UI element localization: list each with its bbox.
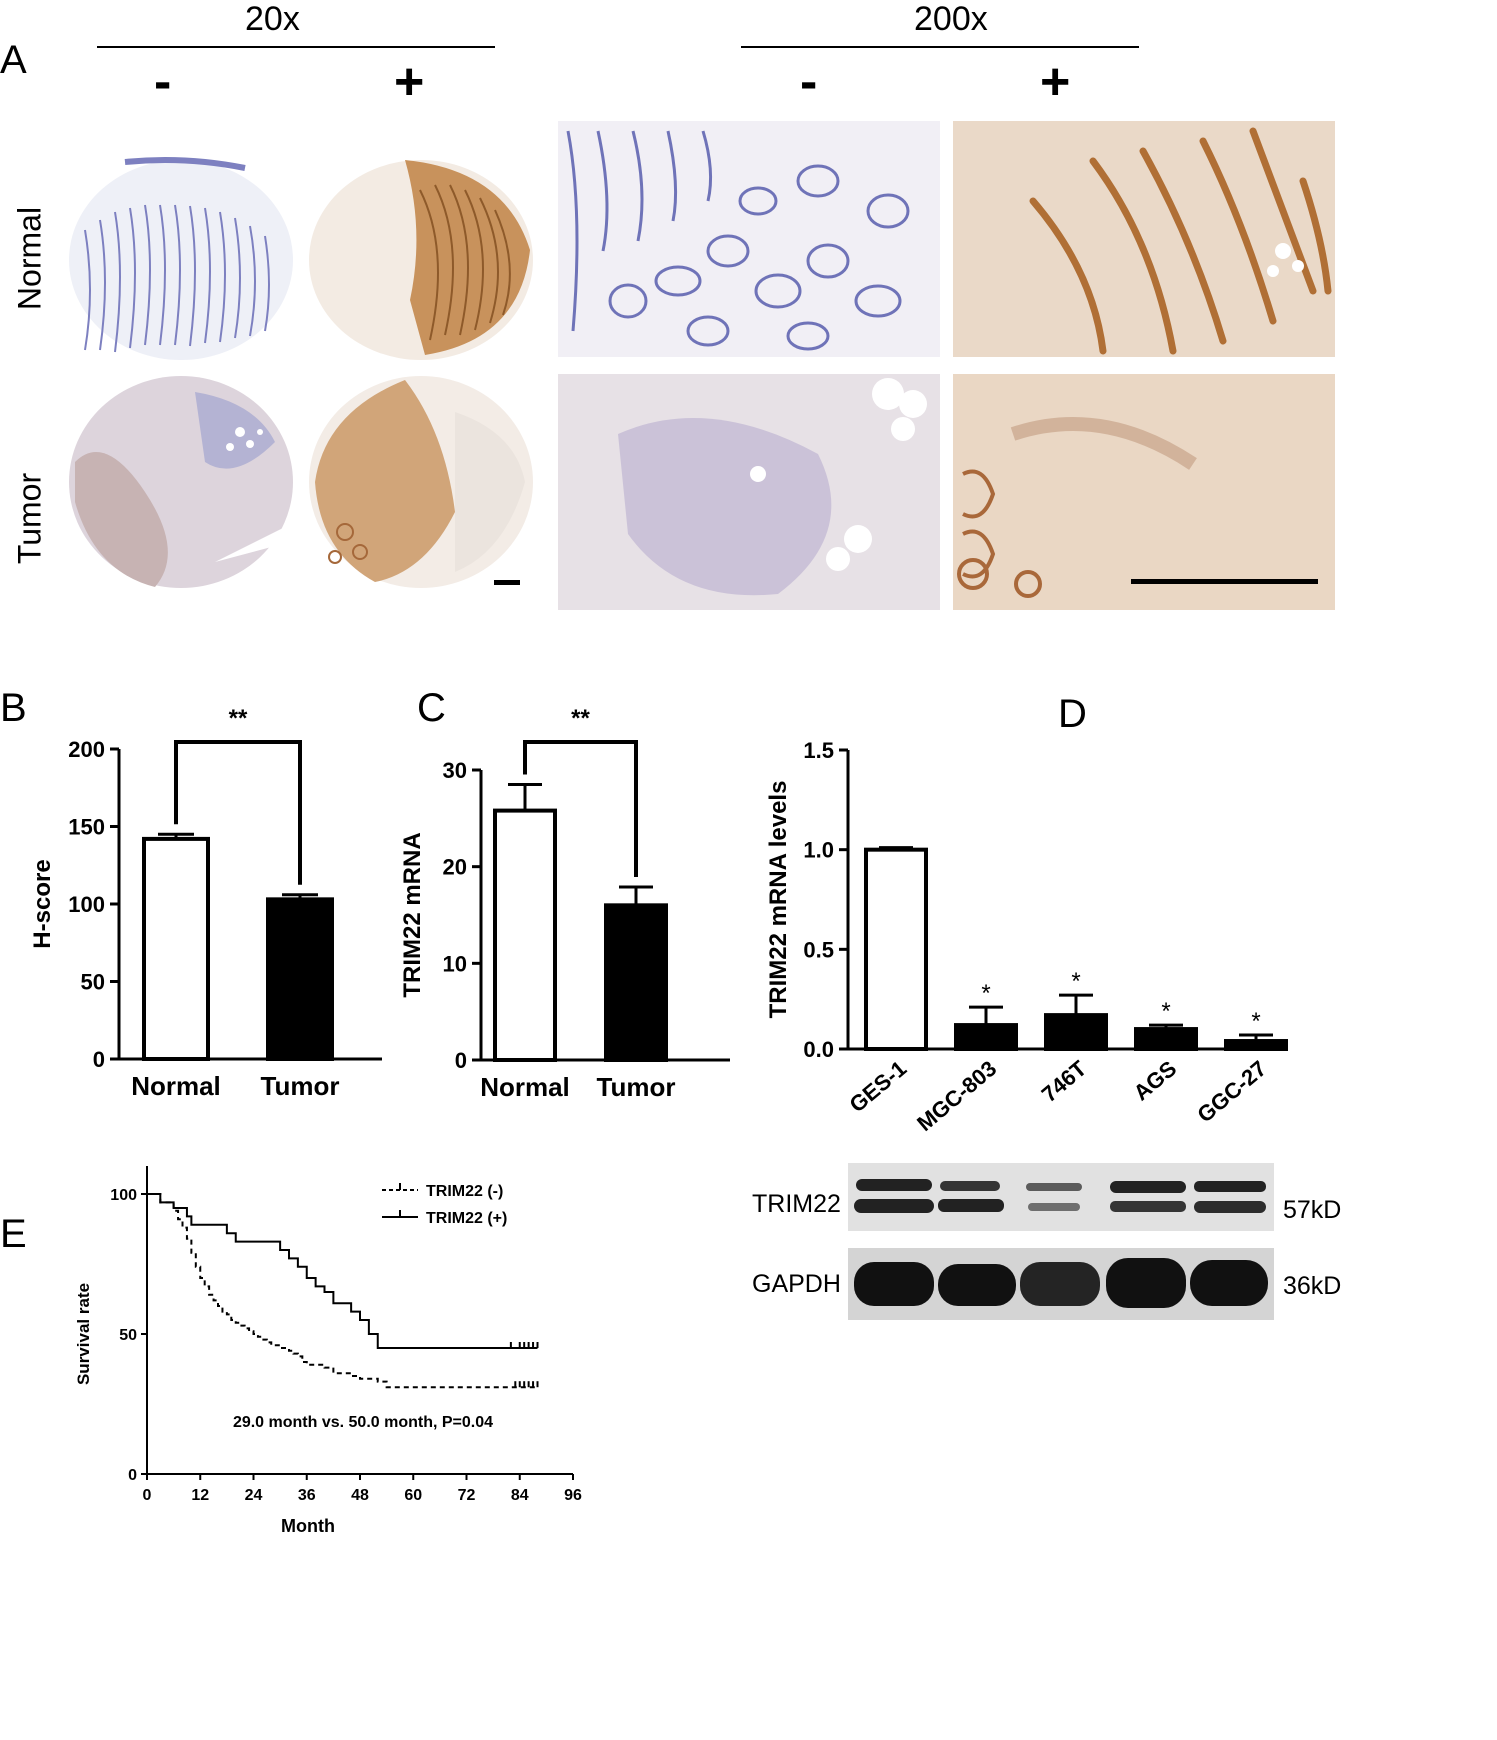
y-tick-label: 50 — [119, 1327, 137, 1344]
y-tick-label: 100 — [110, 1187, 137, 1204]
western-blot-size-57kd: 57kD — [1283, 1196, 1342, 1224]
h-score-bar-chart: 0 50 100 150 200 H-score Normal Tumor ** — [29, 705, 382, 1101]
x-tick-label: 746T — [1037, 1055, 1092, 1107]
y-tick-label: 0 — [93, 1047, 105, 1072]
bar-normal — [493, 808, 557, 1062]
x-tick-label: 36 — [298, 1487, 316, 1504]
panel-e-letter: E — [0, 1212, 27, 1256]
ihc-core-normal-positive — [305, 150, 537, 360]
ihc-core-normal-negative — [65, 150, 297, 360]
bar-ggc-27 — [1224, 1039, 1288, 1052]
row-label-normal: Normal — [11, 206, 48, 311]
ihc-core-tumor-negative — [65, 372, 297, 592]
y-tick-label: 0.0 — [803, 1037, 834, 1062]
scale-bar-200x — [1131, 579, 1318, 584]
x-tick-label: 60 — [404, 1487, 422, 1504]
ihc-field-normal-positive — [953, 121, 1335, 357]
survival-curve-chart: 0 50 100 0 12 24 36 48 60 72 84 96 Month Survival rat… — [74, 1166, 582, 1536]
bar-normal — [142, 836, 210, 1061]
ihc-field-tumor-positive — [953, 374, 1335, 610]
y-tick-label: 10 — [443, 951, 467, 976]
y-tick-label: 0 — [128, 1467, 137, 1484]
western-blot-label-gapdh: GAPDH — [752, 1270, 841, 1298]
negative-sign-200x: - — [800, 53, 818, 111]
significance-stars: ** — [571, 705, 590, 732]
y-axis-title: TRIM22 mRNA — [399, 832, 426, 997]
x-tick-label: Tumor — [597, 1072, 676, 1102]
survival-curve-trim22-negative — [147, 1193, 538, 1389]
x-tick-label: Tumor — [261, 1071, 340, 1101]
bar-ges-1 — [864, 847, 928, 1051]
x-tick-label: GES-1 — [845, 1056, 912, 1118]
y-tick-label: 200 — [68, 737, 105, 762]
magnification-20x-line — [97, 46, 495, 48]
x-tick-label: 96 — [564, 1487, 582, 1504]
x-tick-label: 12 — [191, 1487, 209, 1504]
western-blot-gapdh-strip — [848, 1248, 1274, 1320]
western-blot-label-trim22: TRIM22 — [752, 1190, 841, 1218]
scale-bar-20x — [494, 580, 520, 585]
y-tick-label: 150 — [68, 815, 105, 840]
legend-label-trim22-negative: TRIM22 (-) — [426, 1183, 503, 1200]
survival-curve-trim22-positive — [147, 1193, 538, 1349]
trim22-mrna-bar-chart: 0 10 20 30 TRIM22 mRNA Normal Tumor ** — [399, 705, 730, 1102]
x-tick-label: Normal — [131, 1071, 221, 1101]
x-tick-label: 0 — [143, 1487, 152, 1504]
y-axis-title: H-score — [29, 859, 56, 948]
magnification-200x-label: 200x — [914, 0, 988, 38]
x-tick-label: AGS — [1129, 1056, 1182, 1106]
bar-tumor — [266, 897, 334, 1061]
western-blot-trim22-strip — [848, 1163, 1274, 1231]
x-tick-label: MGC-803 — [912, 1056, 1001, 1136]
y-tick-label: 30 — [443, 758, 467, 783]
y-tick-label: 1.0 — [803, 838, 834, 863]
significance-marker: * — [1161, 998, 1170, 1025]
legend-swatch-solid — [382, 1210, 418, 1218]
bar-tumor — [604, 903, 668, 1062]
positive-sign-200x: + — [1040, 53, 1071, 111]
significance-marker: * — [1251, 1008, 1260, 1035]
negative-sign-20x: - — [154, 53, 172, 111]
significance-marker: * — [981, 980, 990, 1007]
y-axis-title: TRIM22 mRNA levels — [765, 781, 792, 1019]
bar-ags — [1134, 1027, 1198, 1052]
row-label-tumor: Tumor — [11, 472, 48, 565]
significance-bracket — [523, 740, 638, 877]
y-tick-label: 100 — [68, 892, 105, 917]
cell-line-mrna-bar-chart: 0.0 0.5 1.0 1.5 TRIM22 mRNA levels GES-1 MGC-8… — [765, 738, 1288, 1136]
significance-bracket — [174, 740, 302, 885]
y-axis-title: Survival rate — [74, 1283, 93, 1385]
y-tick-label: 1.5 — [803, 738, 834, 763]
x-tick-label: 48 — [351, 1487, 369, 1504]
x-axis-title: Month — [281, 1516, 335, 1536]
legend-label-trim22-positive: TRIM22 (+) — [426, 1210, 507, 1227]
y-tick-label: 0.5 — [803, 937, 834, 962]
positive-sign-20x: + — [394, 53, 425, 111]
bar-mgc-803 — [954, 1023, 1018, 1051]
x-tick-label: 84 — [511, 1487, 529, 1504]
significance-stars: ** — [229, 705, 248, 732]
ihc-core-tumor-positive — [305, 372, 537, 592]
ihc-field-tumor-negative — [558, 374, 940, 610]
significance-marker: * — [1071, 968, 1080, 995]
x-tick-label: 72 — [458, 1487, 476, 1504]
panel-b-letter: B — [0, 686, 27, 730]
median-survival-annotation: 29.0 month vs. 50.0 month, P=0.04 — [233, 1414, 493, 1431]
y-tick-label: 0 — [455, 1048, 467, 1073]
y-tick-label: 50 — [81, 970, 105, 995]
panel-a-letter: A — [0, 38, 27, 82]
bar-746t — [1044, 1013, 1108, 1052]
legend-swatch-dashed — [382, 1183, 418, 1191]
y-tick-label: 20 — [443, 855, 467, 880]
magnification-20x-label: 20x — [245, 0, 300, 38]
panel-d-letter: D — [1058, 692, 1087, 736]
western-blot-size-36kd: 36kD — [1283, 1272, 1342, 1300]
x-tick-label: Normal — [480, 1072, 570, 1102]
ihc-field-normal-negative — [558, 121, 940, 357]
magnification-200x-line — [741, 46, 1139, 48]
x-tick-label: GGC-27 — [1192, 1056, 1271, 1128]
panel-c-letter: C — [417, 686, 446, 730]
x-tick-label: 24 — [245, 1487, 263, 1504]
